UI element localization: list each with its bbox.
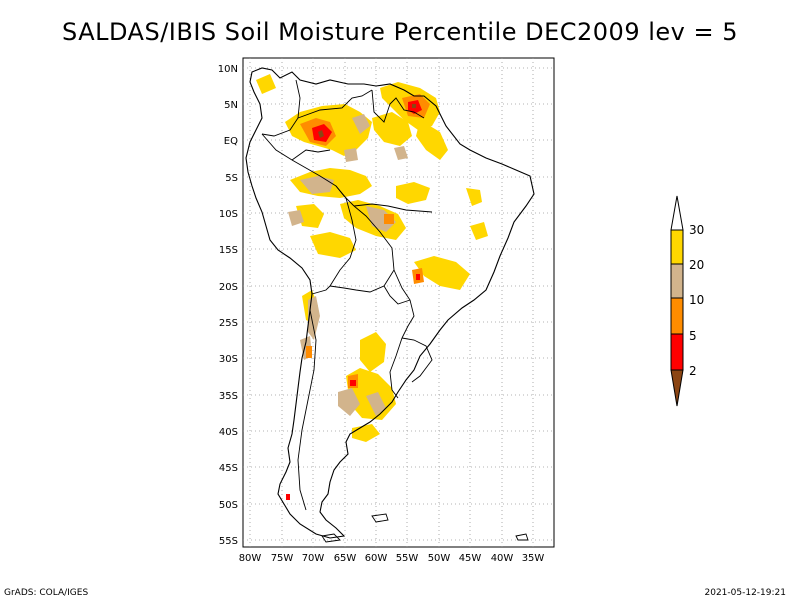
lat-label: 5N: [224, 100, 238, 111]
lat-label: 35S: [219, 391, 238, 402]
colorbar-bin-2-5: [670, 333, 684, 371]
colorbar-legend: 30 20 10 5 2: [670, 195, 704, 407]
colorbar-bin-10-20: [670, 263, 684, 299]
lon-label: 75W: [271, 553, 294, 564]
lon-label: 40W: [491, 553, 514, 564]
lon-axis: 80W 75W 70W 65W 60W 55W 50W 45W 40W 35W: [239, 553, 545, 564]
legend-label-5: 5: [689, 329, 697, 343]
lat-axis: 10N 5N EQ 5S 10S 15S 20S 25S 30S 35S 40S…: [218, 64, 238, 547]
country-borders: [261, 79, 433, 511]
lat-label: 15S: [219, 245, 238, 256]
lat-label: 40S: [219, 427, 238, 438]
lat-label: 55S: [219, 536, 238, 547]
legend-label-2: 2: [689, 364, 697, 378]
lat-label: 10S: [219, 209, 238, 220]
lon-label: 70W: [302, 553, 325, 564]
lon-label: 65W: [334, 553, 357, 564]
map-title: SALDAS/IBIS Soil Moisture Percentile DEC…: [62, 18, 738, 46]
footer-timestamp: 2021-05-12-19:21: [704, 588, 787, 598]
islands: [321, 513, 529, 543]
lon-label: 45W: [459, 553, 482, 564]
lon-label: 50W: [428, 553, 451, 564]
legend-label-30: 30: [689, 223, 704, 237]
legend-label-20: 20: [689, 258, 704, 272]
colorbar-bin-20-30: [670, 229, 684, 265]
lat-label: 50S: [219, 500, 238, 511]
lat-label: 10N: [218, 64, 238, 75]
lon-label: 80W: [239, 553, 262, 564]
lat-label: 20S: [219, 282, 238, 293]
legend-label-10: 10: [689, 293, 704, 307]
colorbar-top-arrow: [670, 195, 684, 231]
coastline: [245, 67, 535, 539]
lat-label: 30S: [219, 354, 238, 365]
footer-credit: GrADS: COLA/IGES: [4, 588, 89, 598]
lon-label: 35W: [522, 553, 545, 564]
lat-label: 25S: [219, 318, 238, 329]
lat-label: 5S: [225, 173, 238, 184]
lon-label: 55W: [396, 553, 419, 564]
colorbar-bin-5-10: [670, 297, 684, 335]
colorbar-bottom-arrow: [670, 369, 684, 407]
lon-label: 60W: [365, 553, 388, 564]
lat-label: EQ: [224, 136, 238, 147]
lat-label: 45S: [219, 463, 238, 474]
